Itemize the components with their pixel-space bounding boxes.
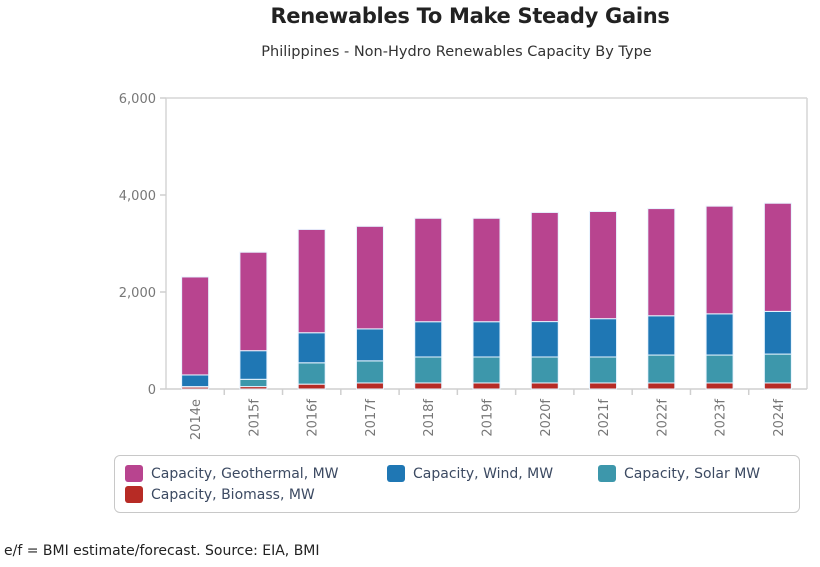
bar-geothermal[interactable] [355, 225, 384, 330]
x-tick-label: 2019f [481, 399, 496, 437]
bar-stack-2022f [647, 208, 676, 390]
bar-solar[interactable] [647, 354, 676, 384]
bar-solar[interactable] [472, 356, 501, 384]
bar-solar[interactable] [239, 378, 268, 388]
bar-stack-2016f [297, 228, 326, 390]
stacked-bar-chart: 2014e 2015f 2016f 2017f 2018f 2019f 2020f 2021f… [119, 92, 808, 441]
bar-stack-2017f [355, 225, 384, 390]
bar-wind[interactable] [297, 332, 326, 364]
bar-wind[interactable] [530, 321, 559, 358]
x-axis-labels: 2014e 2015f 2016f 2017f 2018f 2019f 2020f 2021f… [189, 399, 787, 441]
bar-biomass[interactable] [472, 382, 501, 390]
legend-label: Capacity, Wind, MW [413, 465, 554, 482]
bar-solar[interactable] [414, 356, 443, 384]
y-tick-label: 6,000 [119, 92, 156, 107]
bar-biomass[interactable] [763, 382, 792, 390]
chart-title: Renewables To Make Steady Gains [270, 4, 670, 28]
bar-biomass[interactable] [530, 382, 559, 390]
legend-item-biomass[interactable]: Capacity, Biomass, MW [125, 486, 315, 503]
bar-wind[interactable] [763, 310, 792, 355]
bar-wind[interactable] [239, 350, 268, 380]
bar-solar[interactable] [705, 354, 734, 384]
bar-stack-2023f [705, 205, 734, 390]
bar-solar[interactable] [297, 362, 326, 385]
x-tick-label: 2016f [306, 399, 321, 437]
bar-geothermal[interactable] [239, 251, 268, 352]
bar-wind[interactable] [589, 318, 618, 358]
y-tick-label: 2,000 [119, 286, 156, 301]
bar-stack-2014e [181, 276, 210, 390]
bar-stack-2019f [472, 217, 501, 390]
bar-stack-2024f [763, 202, 792, 390]
bar-geothermal[interactable] [647, 208, 676, 317]
legend-item-solar[interactable]: Capacity, Solar MW [598, 465, 760, 482]
bar-wind[interactable] [705, 313, 734, 356]
bar-stack-2018f [414, 217, 443, 390]
legend-label: Capacity, Biomass, MW [151, 486, 315, 503]
bar-geothermal[interactable] [589, 210, 618, 320]
bar-stack-2021f [589, 210, 618, 390]
x-tick-label: 2015f [247, 399, 262, 437]
legend-item-wind[interactable]: Capacity, Wind, MW [387, 465, 553, 482]
bar-stack-2015f [239, 251, 268, 390]
axes [160, 97, 808, 395]
bar-wind[interactable] [355, 328, 384, 362]
x-tick-label: 2018f [422, 399, 437, 437]
bar-geothermal[interactable] [472, 217, 501, 323]
y-tick-label: 0 [148, 383, 156, 398]
bar-geothermal[interactable] [530, 211, 559, 323]
bar-wind[interactable] [472, 321, 501, 358]
bar-biomass[interactable] [414, 382, 443, 390]
bar-solar[interactable] [589, 356, 618, 384]
legend-swatch-solar [598, 465, 616, 482]
x-tick-label: 2024f [772, 399, 787, 437]
legend-swatch-wind [387, 465, 405, 482]
bar-geothermal[interactable] [414, 217, 443, 323]
x-tick-label: 2017f [364, 399, 379, 437]
legend-label: Capacity, Solar MW [624, 465, 761, 482]
bar-wind[interactable] [181, 374, 210, 388]
bar-solar[interactable] [355, 360, 384, 384]
bar-geothermal[interactable] [181, 276, 210, 376]
legend-swatch-geothermal [125, 465, 143, 482]
x-tick-label: 2022f [655, 399, 670, 437]
x-tick-label: 2023f [714, 399, 729, 437]
legend: Capacity, Geothermal, MW Capacity, Wind,… [114, 455, 800, 513]
bar-biomass[interactable] [297, 383, 326, 390]
x-tick-label: 2014e [189, 399, 204, 440]
y-tick-label: 4,000 [119, 189, 156, 204]
y-axis-labels: 0 2,000 4,000 6,000 [119, 92, 156, 398]
bar-geothermal[interactable] [297, 228, 326, 334]
bar-geothermal[interactable] [705, 205, 734, 315]
bar-stack-2020f [530, 211, 559, 390]
bars [181, 202, 792, 390]
legend-swatch-biomass [125, 486, 143, 503]
bar-biomass[interactable] [647, 382, 676, 390]
chart-subtitle: Philippines - Non-Hydro Renewables Capac… [261, 44, 652, 60]
bar-biomass[interactable] [705, 382, 734, 390]
bar-solar[interactable] [530, 356, 559, 384]
bar-geothermal[interactable] [763, 202, 792, 312]
legend-label: Capacity, Geothermal, MW [151, 465, 339, 482]
bar-solar[interactable] [763, 353, 792, 384]
bar-biomass[interactable] [355, 382, 384, 390]
source-footnote: e/f = BMI estimate/forecast. Source: EIA… [4, 543, 320, 559]
bar-wind[interactable] [414, 321, 443, 358]
x-tick-label: 2020f [539, 399, 554, 437]
legend-item-geothermal[interactable]: Capacity, Geothermal, MW [125, 465, 339, 482]
x-tick-label: 2021f [597, 399, 612, 437]
bar-biomass[interactable] [589, 382, 618, 390]
bar-wind[interactable] [647, 315, 676, 356]
